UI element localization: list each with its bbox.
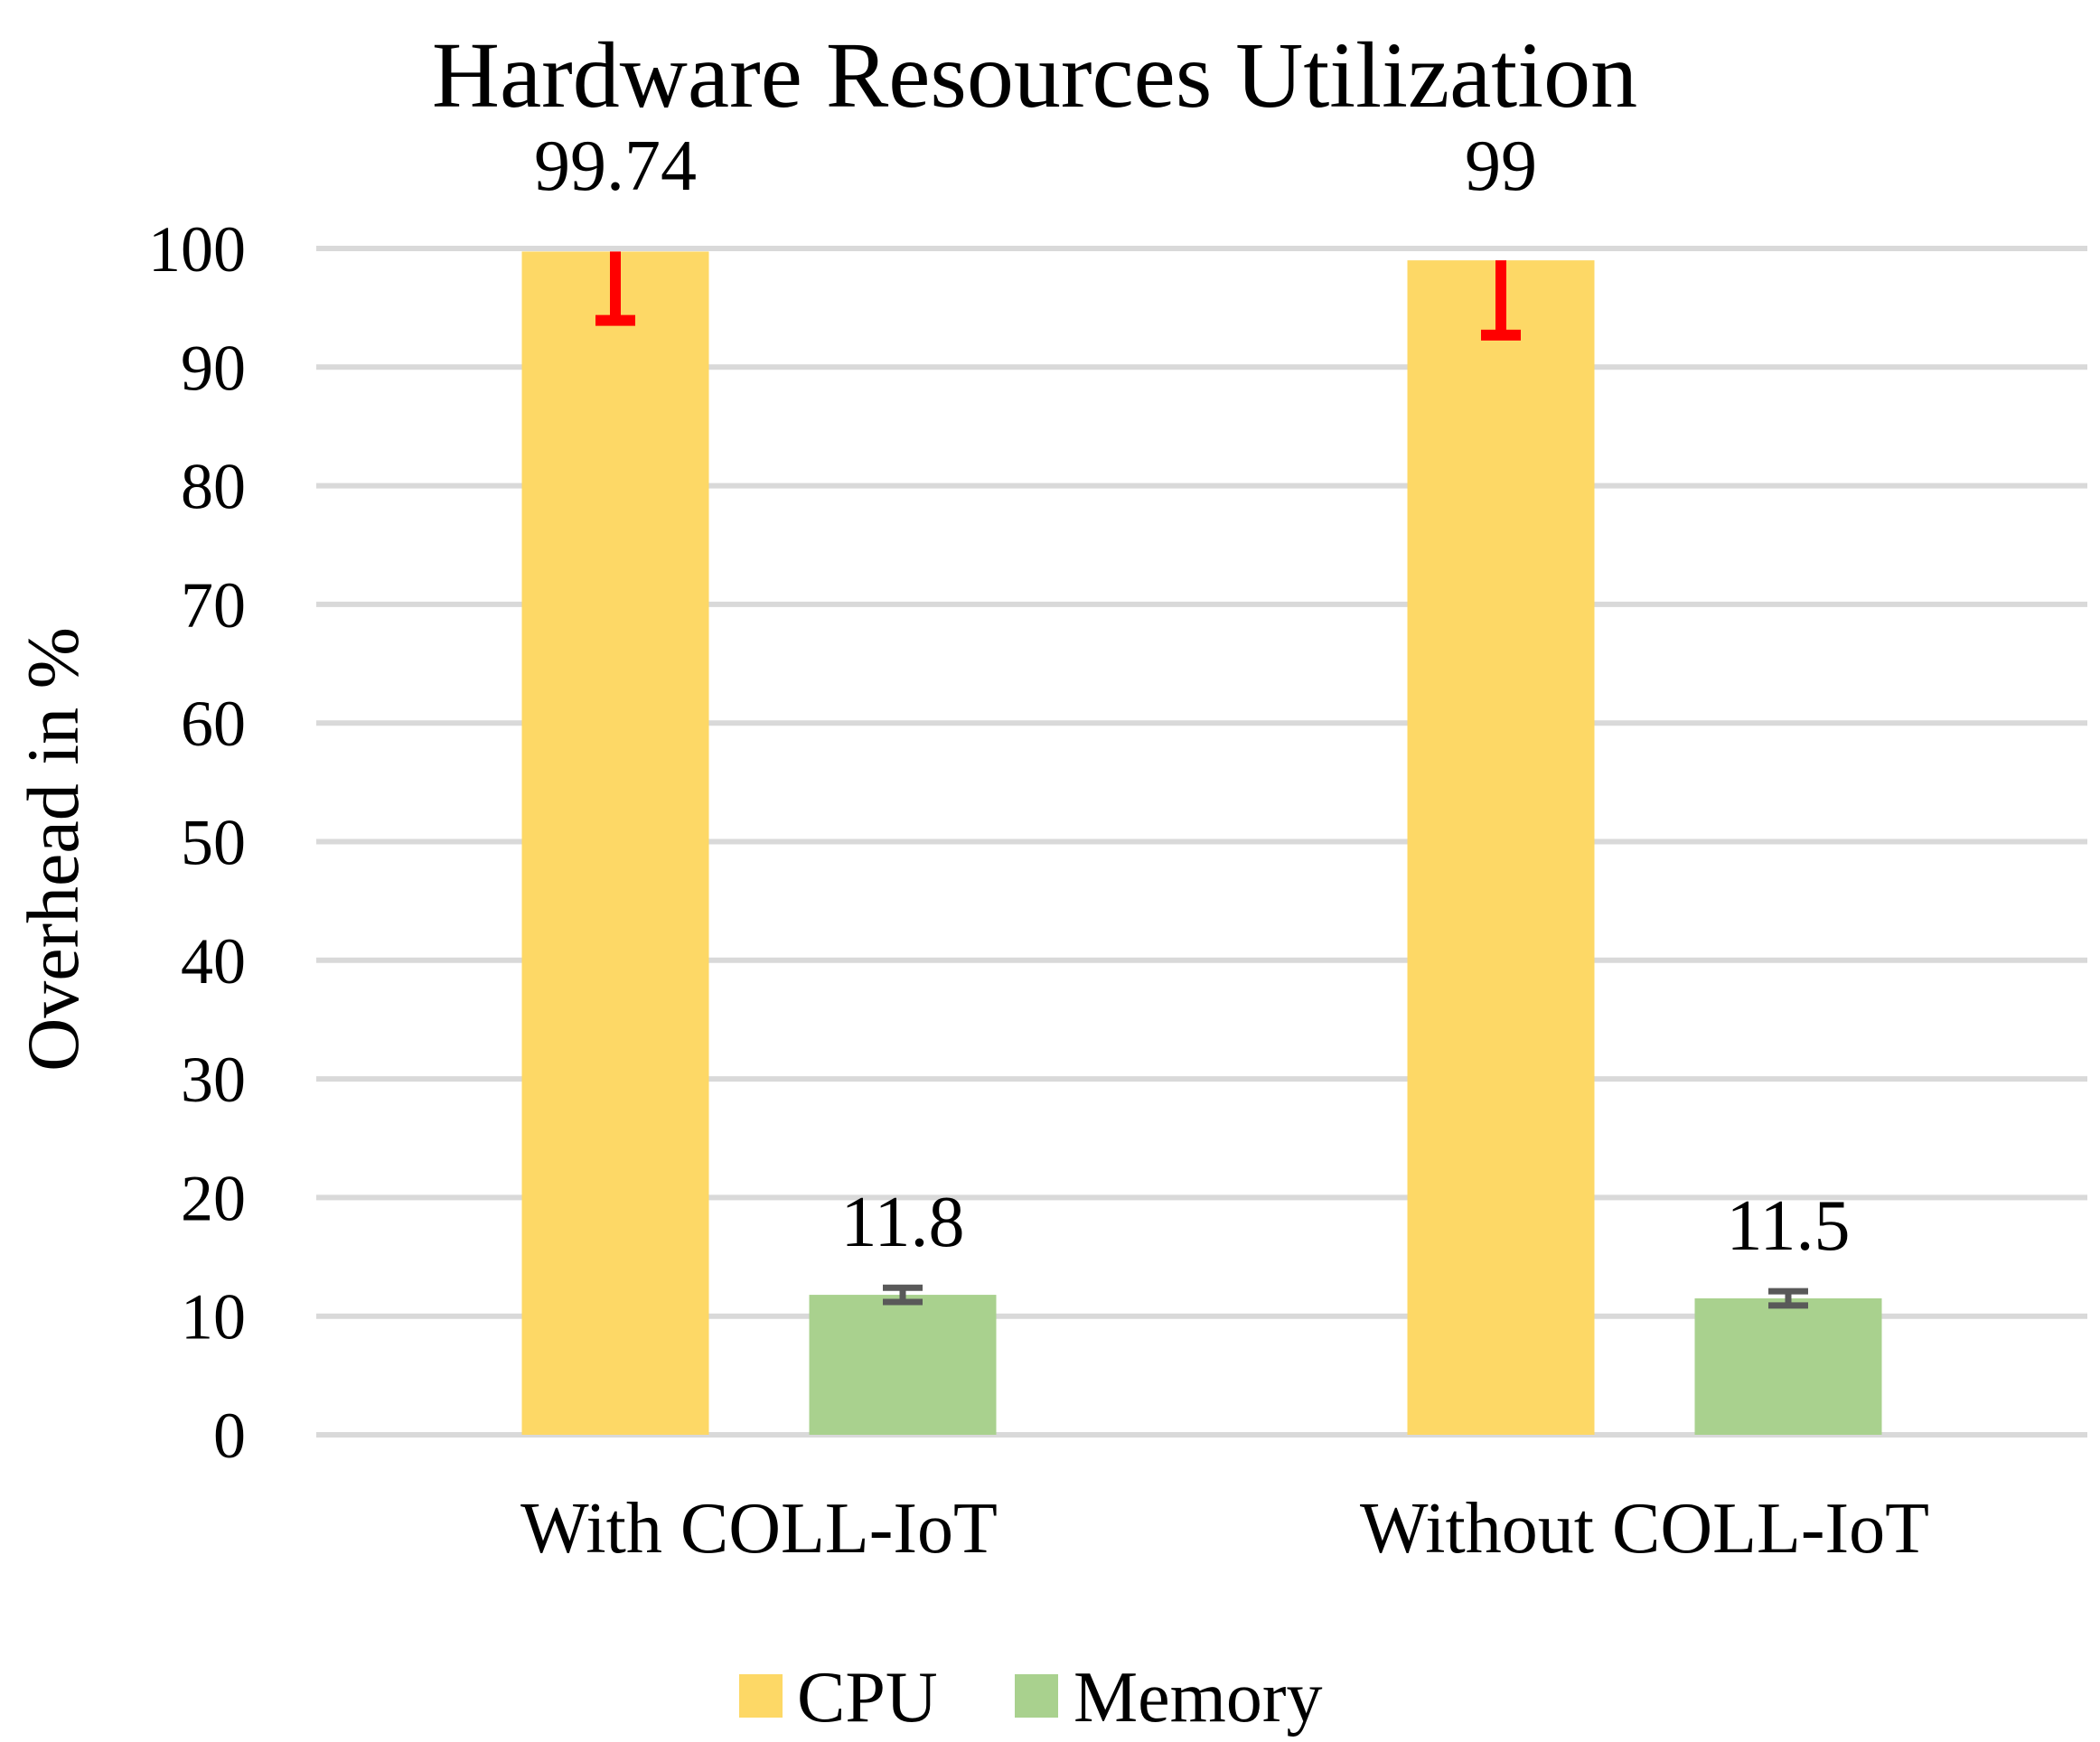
y-tick-label: 50 bbox=[181, 807, 246, 879]
y-tick-label: 60 bbox=[181, 688, 246, 760]
y-tick-label: 80 bbox=[181, 451, 246, 523]
legend-swatch-memory bbox=[1015, 1674, 1058, 1718]
x-axis-categories: With COLL-IoT Without COLL-IoT bbox=[520, 1489, 1929, 1569]
data-label: 11.8 bbox=[840, 1183, 964, 1262]
data-label: 99 bbox=[1465, 126, 1537, 206]
bar-cpu-1 bbox=[521, 251, 709, 1435]
legend: CPU Memory bbox=[739, 1658, 1323, 1737]
bar-cpu-2 bbox=[1407, 260, 1595, 1435]
x-category-label: With COLL-IoT bbox=[520, 1489, 998, 1569]
bar-memory-2 bbox=[1694, 1298, 1882, 1435]
data-label: 11.5 bbox=[1726, 1186, 1850, 1266]
y-tick-label: 100 bbox=[148, 213, 246, 286]
data-labels: 99.74 11.8 99 11.5 bbox=[534, 126, 1851, 1266]
chart-title: Hardware Resources Utilization bbox=[432, 23, 1637, 127]
legend-label-cpu: CPU bbox=[797, 1658, 938, 1737]
y-tick-label: 30 bbox=[181, 1044, 246, 1116]
y-tick-label: 40 bbox=[181, 925, 246, 997]
y-tick-label: 0 bbox=[213, 1400, 246, 1472]
bar-memory-1 bbox=[809, 1295, 997, 1435]
y-tick-label: 10 bbox=[181, 1281, 246, 1353]
error-bars bbox=[595, 251, 1808, 1309]
data-label: 99.74 bbox=[534, 126, 697, 206]
y-axis-ticks: 0 10 20 30 40 50 60 70 80 90 100 bbox=[148, 213, 246, 1472]
y-tick-label: 90 bbox=[181, 332, 246, 404]
legend-label-memory: Memory bbox=[1073, 1658, 1323, 1737]
y-tick-label: 70 bbox=[181, 569, 246, 642]
y-tick-label: 20 bbox=[181, 1162, 246, 1234]
bars bbox=[521, 251, 1882, 1435]
y-axis-label: Overhead in % bbox=[12, 627, 94, 1072]
x-category-label: Without COLL-IoT bbox=[1360, 1489, 1929, 1569]
legend-swatch-cpu bbox=[739, 1674, 783, 1718]
